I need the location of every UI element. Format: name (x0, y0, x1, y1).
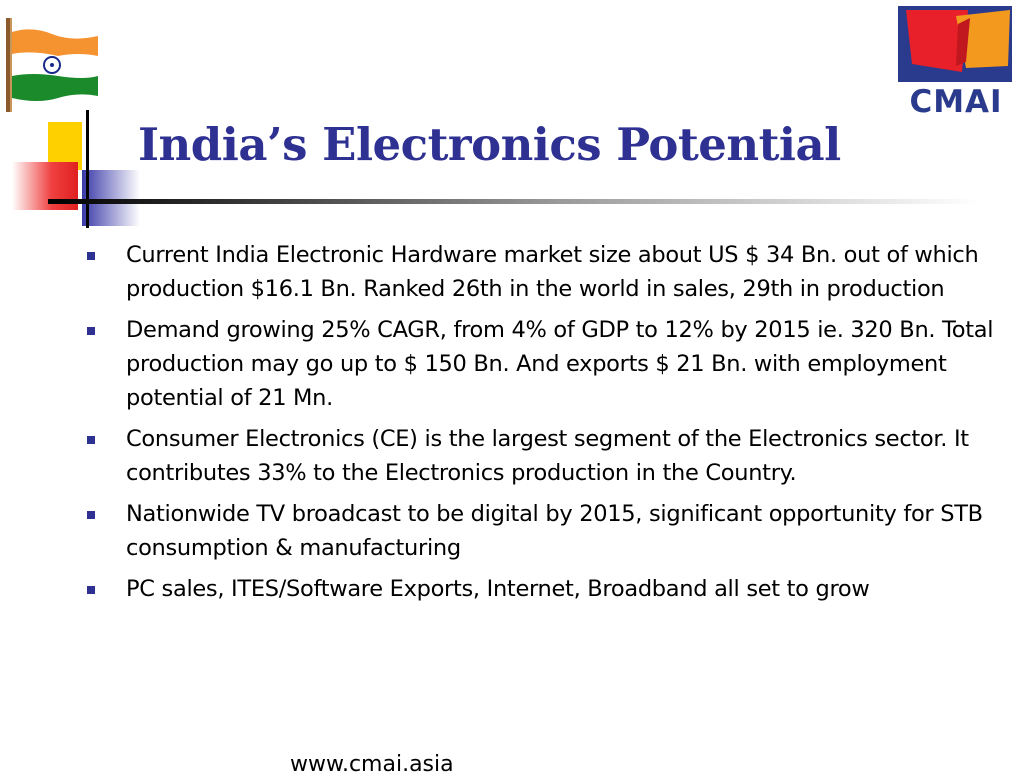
slide-title: India’s Electronics Potential (138, 118, 841, 171)
title-decoration-icon (12, 110, 140, 228)
bullet-item: Current India Electronic Hardware market… (86, 238, 996, 306)
logo-text: CMAI (909, 84, 1003, 120)
bullet-text: Demand growing 25% CAGR, from 4% of GDP … (126, 317, 994, 411)
bullet-text: Current India Electronic Hardware market… (126, 242, 979, 302)
bullet-square-icon (87, 327, 95, 335)
bullet-square-icon (87, 436, 95, 444)
bullet-text: Nationwide TV broadcast to be digital by… (126, 501, 983, 561)
bullet-text: PC sales, ITES/Software Exports, Interne… (126, 576, 870, 602)
india-flag-icon (6, 18, 98, 112)
cmai-logo-icon (898, 6, 1012, 82)
footer-url: www.cmai.asia (290, 752, 454, 777)
bullet-item: Demand growing 25% CAGR, from 4% of GDP … (86, 313, 996, 415)
bullet-item: Nationwide TV broadcast to be digital by… (86, 497, 996, 565)
bullet-square-icon (87, 586, 95, 594)
bullet-text: Consumer Electronics (CE) is the largest… (126, 426, 969, 486)
bullet-square-icon (87, 511, 95, 519)
bullet-item: PC sales, ITES/Software Exports, Interne… (86, 572, 996, 606)
cmai-logo: CMAI (896, 6, 1016, 120)
bullet-square-icon (87, 252, 95, 260)
bullet-list: Current India Electronic Hardware market… (86, 238, 996, 613)
bullet-item: Consumer Electronics (CE) is the largest… (86, 422, 996, 490)
title-underline (48, 199, 978, 204)
